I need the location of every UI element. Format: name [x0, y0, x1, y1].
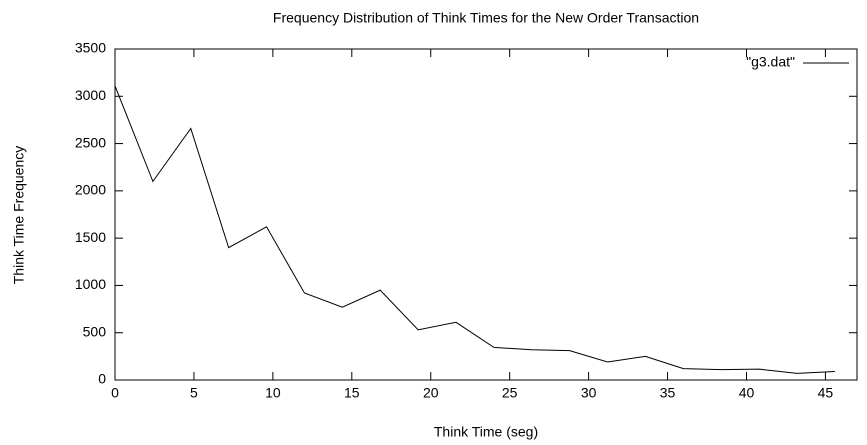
y-tick-label: 0	[98, 371, 106, 387]
x-tick-label: 35	[660, 385, 676, 401]
x-tick-label: 40	[739, 385, 755, 401]
x-tick-label: 0	[111, 385, 119, 401]
x-tick-label: 20	[423, 385, 439, 401]
chart-title: Frequency Distribution of Think Times fo…	[273, 10, 699, 26]
y-tick-label: 3500	[75, 40, 106, 56]
plot-frame	[114, 48, 858, 381]
y-tick-label: 2500	[75, 134, 106, 150]
data-line	[114, 85, 835, 374]
legend-label: "g3.dat"	[746, 54, 795, 70]
x-tick-label: 30	[581, 385, 597, 401]
x-tick-label: 25	[502, 385, 518, 401]
x-tick-label: 5	[190, 385, 198, 401]
y-tick-label: 500	[83, 323, 107, 339]
y-tick-label: 1500	[75, 229, 106, 245]
x-tick-label: 10	[265, 385, 281, 401]
y-tick-label: 1000	[75, 276, 106, 292]
y-tick-label: 2000	[75, 182, 106, 198]
x-axis-label: Think Time (seg)	[434, 424, 538, 440]
y-axis-label: Think Time Frequency	[11, 146, 27, 285]
x-tick-label: 45	[818, 385, 834, 401]
y-tick-label: 3000	[75, 87, 106, 103]
x-tick-label: 15	[344, 385, 360, 401]
